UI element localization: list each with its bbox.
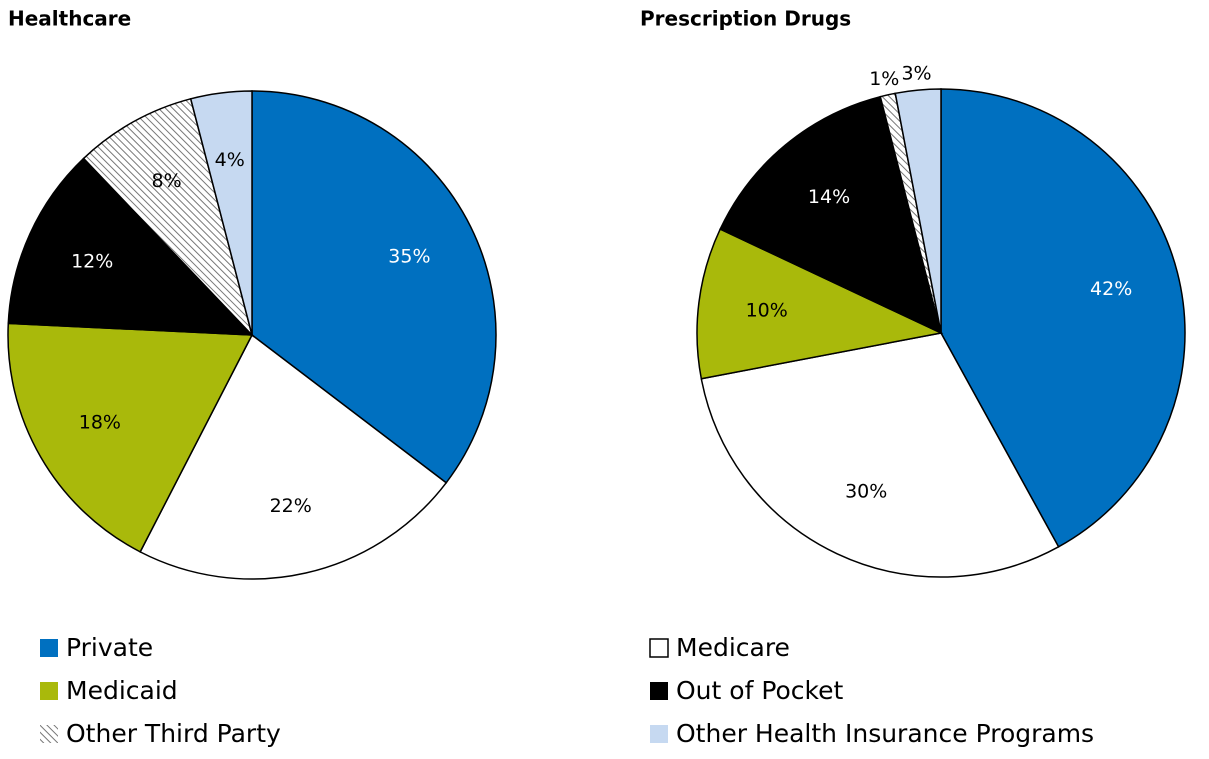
pie-slice: [700, 332, 1060, 578]
data-label: 35%: [388, 245, 430, 267]
pie-slice: [82, 97, 254, 338]
data-label: 22%: [270, 495, 312, 517]
chart-title: Prescription Drugs: [640, 7, 851, 31]
data-label: 4%: [215, 149, 245, 171]
data-label: 14%: [808, 186, 850, 208]
legend-label: Other Health Insurance Programs: [676, 719, 1094, 748]
data-label: 10%: [746, 299, 788, 321]
data-label: 12%: [71, 251, 113, 273]
legend-swatch: [649, 638, 669, 658]
pie-slice: [189, 90, 253, 336]
pie-slice: [139, 333, 448, 580]
pie-slice: [940, 88, 1186, 548]
data-label: 42%: [1090, 278, 1132, 300]
chart-title: Healthcare: [8, 7, 131, 31]
data-label: 1%: [869, 68, 899, 90]
legend-swatch: [40, 682, 58, 700]
data-label: 8%: [152, 170, 182, 192]
data-label: 30%: [845, 480, 887, 502]
legend-label: Other Third Party: [66, 719, 281, 748]
pie-slice: [719, 95, 943, 335]
data-label: 3%: [901, 63, 931, 85]
legend-swatch: [650, 682, 668, 700]
pie-slice: [7, 322, 254, 553]
legend-label: Medicaid: [66, 676, 178, 705]
legend-swatch: [650, 725, 668, 743]
pie-slice: [696, 228, 944, 380]
pie-slice: [251, 90, 497, 484]
legend-label: Medicare: [676, 633, 790, 662]
data-label: 18%: [79, 411, 121, 433]
legend-label: Out of Pocket: [676, 676, 844, 705]
legend-swatch: [40, 725, 58, 743]
legend-swatch: [40, 639, 58, 657]
legend-label: Private: [66, 633, 153, 662]
pie-slice: [894, 88, 942, 334]
pie-slice: [7, 157, 254, 336]
